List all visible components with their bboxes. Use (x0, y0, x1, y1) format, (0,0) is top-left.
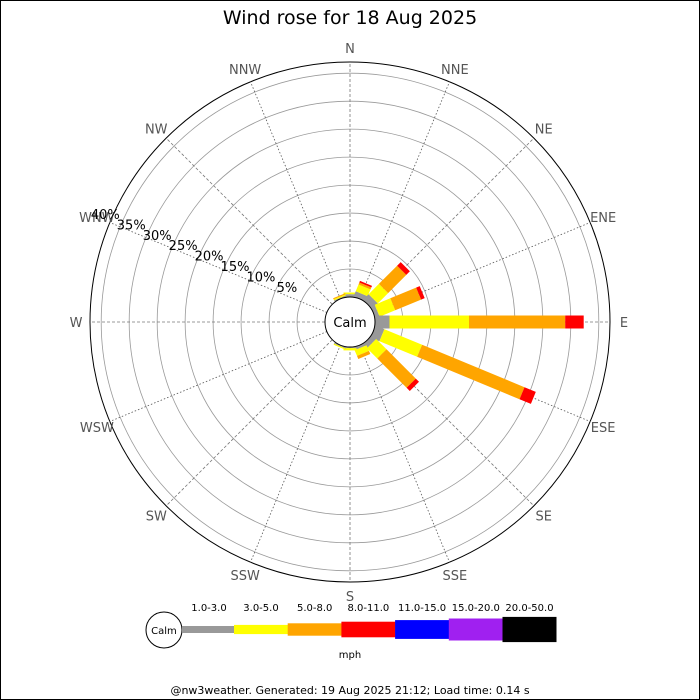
direction-label-wsw: WSW (80, 421, 114, 436)
bar-sse-5.0-8.0 (357, 350, 371, 359)
bar-se-8.0-11.0 (406, 378, 419, 391)
calm-circle (324, 296, 376, 348)
legend-label: 1.0-3.0 (191, 603, 226, 614)
direction-label-s: S (346, 590, 354, 605)
bar-e-1.0-3.0 (375, 315, 390, 329)
spoke-nne (359, 81, 450, 300)
direction-label-se: SE (536, 510, 552, 525)
bar-nnw-5.0-8.0 (333, 293, 346, 300)
legend-label: 3.0-5.0 (243, 603, 278, 614)
ring-labels: 5%10%15%20%25%30%35%40% (91, 208, 297, 296)
spoke-sse (359, 344, 450, 563)
direction-label-ne: NE (535, 122, 553, 137)
ring-label: 40% (91, 208, 120, 223)
bar-nne-8.0-11.0 (359, 280, 372, 288)
legend-calm-label: Calm (151, 626, 177, 637)
spoke-ne (367, 137, 535, 305)
bar-ne-3.0-5.0 (368, 283, 389, 304)
direction-label-n: N (345, 42, 355, 57)
wind-bars (333, 262, 584, 404)
direction-label-nnw: NNW (229, 63, 261, 78)
legend-swatch-8.0-11.0 (341, 621, 396, 638)
bar-se-3.0-5.0 (367, 339, 387, 359)
ring-label: 10% (246, 271, 275, 286)
bar-n-3.0-5.0 (343, 292, 357, 295)
direction-label-ene: ENE (590, 211, 616, 226)
bar-ene-5.0-8.0 (390, 287, 422, 311)
legend-swatch-1.0-3.0 (182, 626, 234, 633)
chart-title: Wind rose for 18 Aug 2025 (223, 7, 477, 29)
spoke-se (367, 339, 535, 507)
spoke-sw (165, 339, 333, 507)
bar-nnw-3.0-5.0 (333, 294, 346, 301)
bar-nne-5.0-8.0 (358, 282, 372, 290)
bar-ne-8.0-11.0 (397, 262, 410, 275)
direction-label-w: W (70, 316, 83, 331)
legend-label: 8.0-11.0 (348, 603, 390, 614)
bar-ssw-1.0-3.0 (334, 342, 347, 349)
bar-ene-3.0-5.0 (374, 298, 396, 317)
bar-se-5.0-8.0 (377, 349, 416, 388)
ring-label: 5% (277, 281, 298, 296)
ring-label: 15% (221, 260, 250, 275)
direction-label-ese: ESE (591, 421, 616, 436)
bar-sse-3.0-5.0 (354, 345, 369, 356)
direction-label-nw: NW (145, 122, 168, 137)
bar-e-5.0-8.0 (469, 315, 566, 329)
legend-swatch-3.0-5.0 (234, 624, 288, 635)
legend-label: 5.0-8.0 (297, 603, 332, 614)
bar-ese-5.0-8.0 (417, 344, 525, 400)
legend-label: 15.0-20.0 (452, 603, 500, 614)
footer-text: @nw3weather. Generated: 19 Aug 2025 21:1… (170, 684, 529, 697)
bar-ne-5.0-8.0 (378, 265, 407, 294)
bar-nnw-1.0-3.0 (334, 295, 347, 302)
legend-swatch-15.0-20.0 (448, 618, 503, 641)
spoke-nw (165, 137, 333, 305)
spoke-wnw (109, 222, 328, 313)
direction-label-sw: SW (146, 510, 167, 525)
bar-s-3.0-5.0 (343, 348, 357, 351)
speed-legend: Calm 1.0-3.0 3.0-5.0 5.0-8.0 8.0-11.0 11.0-1… (145, 603, 557, 661)
spoke-wsw (109, 331, 328, 422)
ring-label: 20% (195, 250, 224, 265)
grid-ring (100, 72, 600, 572)
ring-label: 30% (143, 229, 172, 244)
legend-swatch-5.0-8.0 (287, 623, 342, 636)
bar-ene-8.0-11.0 (416, 286, 425, 300)
legend-swatch-20.0-50.0 (502, 616, 557, 643)
legend-unit-label: mph (339, 650, 361, 661)
ring-label: 25% (169, 239, 198, 254)
legend-label: 20.0-50.0 (505, 603, 553, 614)
bar-ene-1.0-3.0 (370, 304, 380, 319)
bar-ese-3.0-5.0 (379, 329, 423, 357)
bar-e-3.0-5.0 (389, 315, 469, 329)
calm-label: Calm (333, 316, 366, 331)
direction-label-nne: NNE (441, 63, 469, 78)
direction-labels: N NNE NE ENE E ESE SE SSE S SSW SW WSW W WNW NW NNW (70, 42, 629, 605)
direction-label-ssw: SSW (230, 569, 260, 584)
direction-label-e: E (620, 316, 628, 331)
ring-label: 35% (117, 218, 146, 233)
legend-label: 11.0-15.0 (398, 603, 446, 614)
bar-ssw-3.0-5.0 (333, 343, 346, 350)
spoke-nnw (250, 81, 341, 300)
legend-swatch-11.0-15.0 (395, 620, 450, 639)
outer-ring (89, 61, 611, 583)
bar-nne-3.0-5.0 (355, 284, 371, 297)
spoke-ssw (250, 344, 341, 563)
direction-label-sse: SSE (442, 569, 467, 584)
direction-label-wnw: WNW (79, 211, 115, 226)
bar-ese-8.0-11.0 (519, 387, 536, 404)
bar-n-1.0-3.0 (343, 294, 357, 297)
bar-e-8.0-11.0 (565, 315, 584, 329)
bar-sse-1.0-3.0 (353, 342, 367, 351)
